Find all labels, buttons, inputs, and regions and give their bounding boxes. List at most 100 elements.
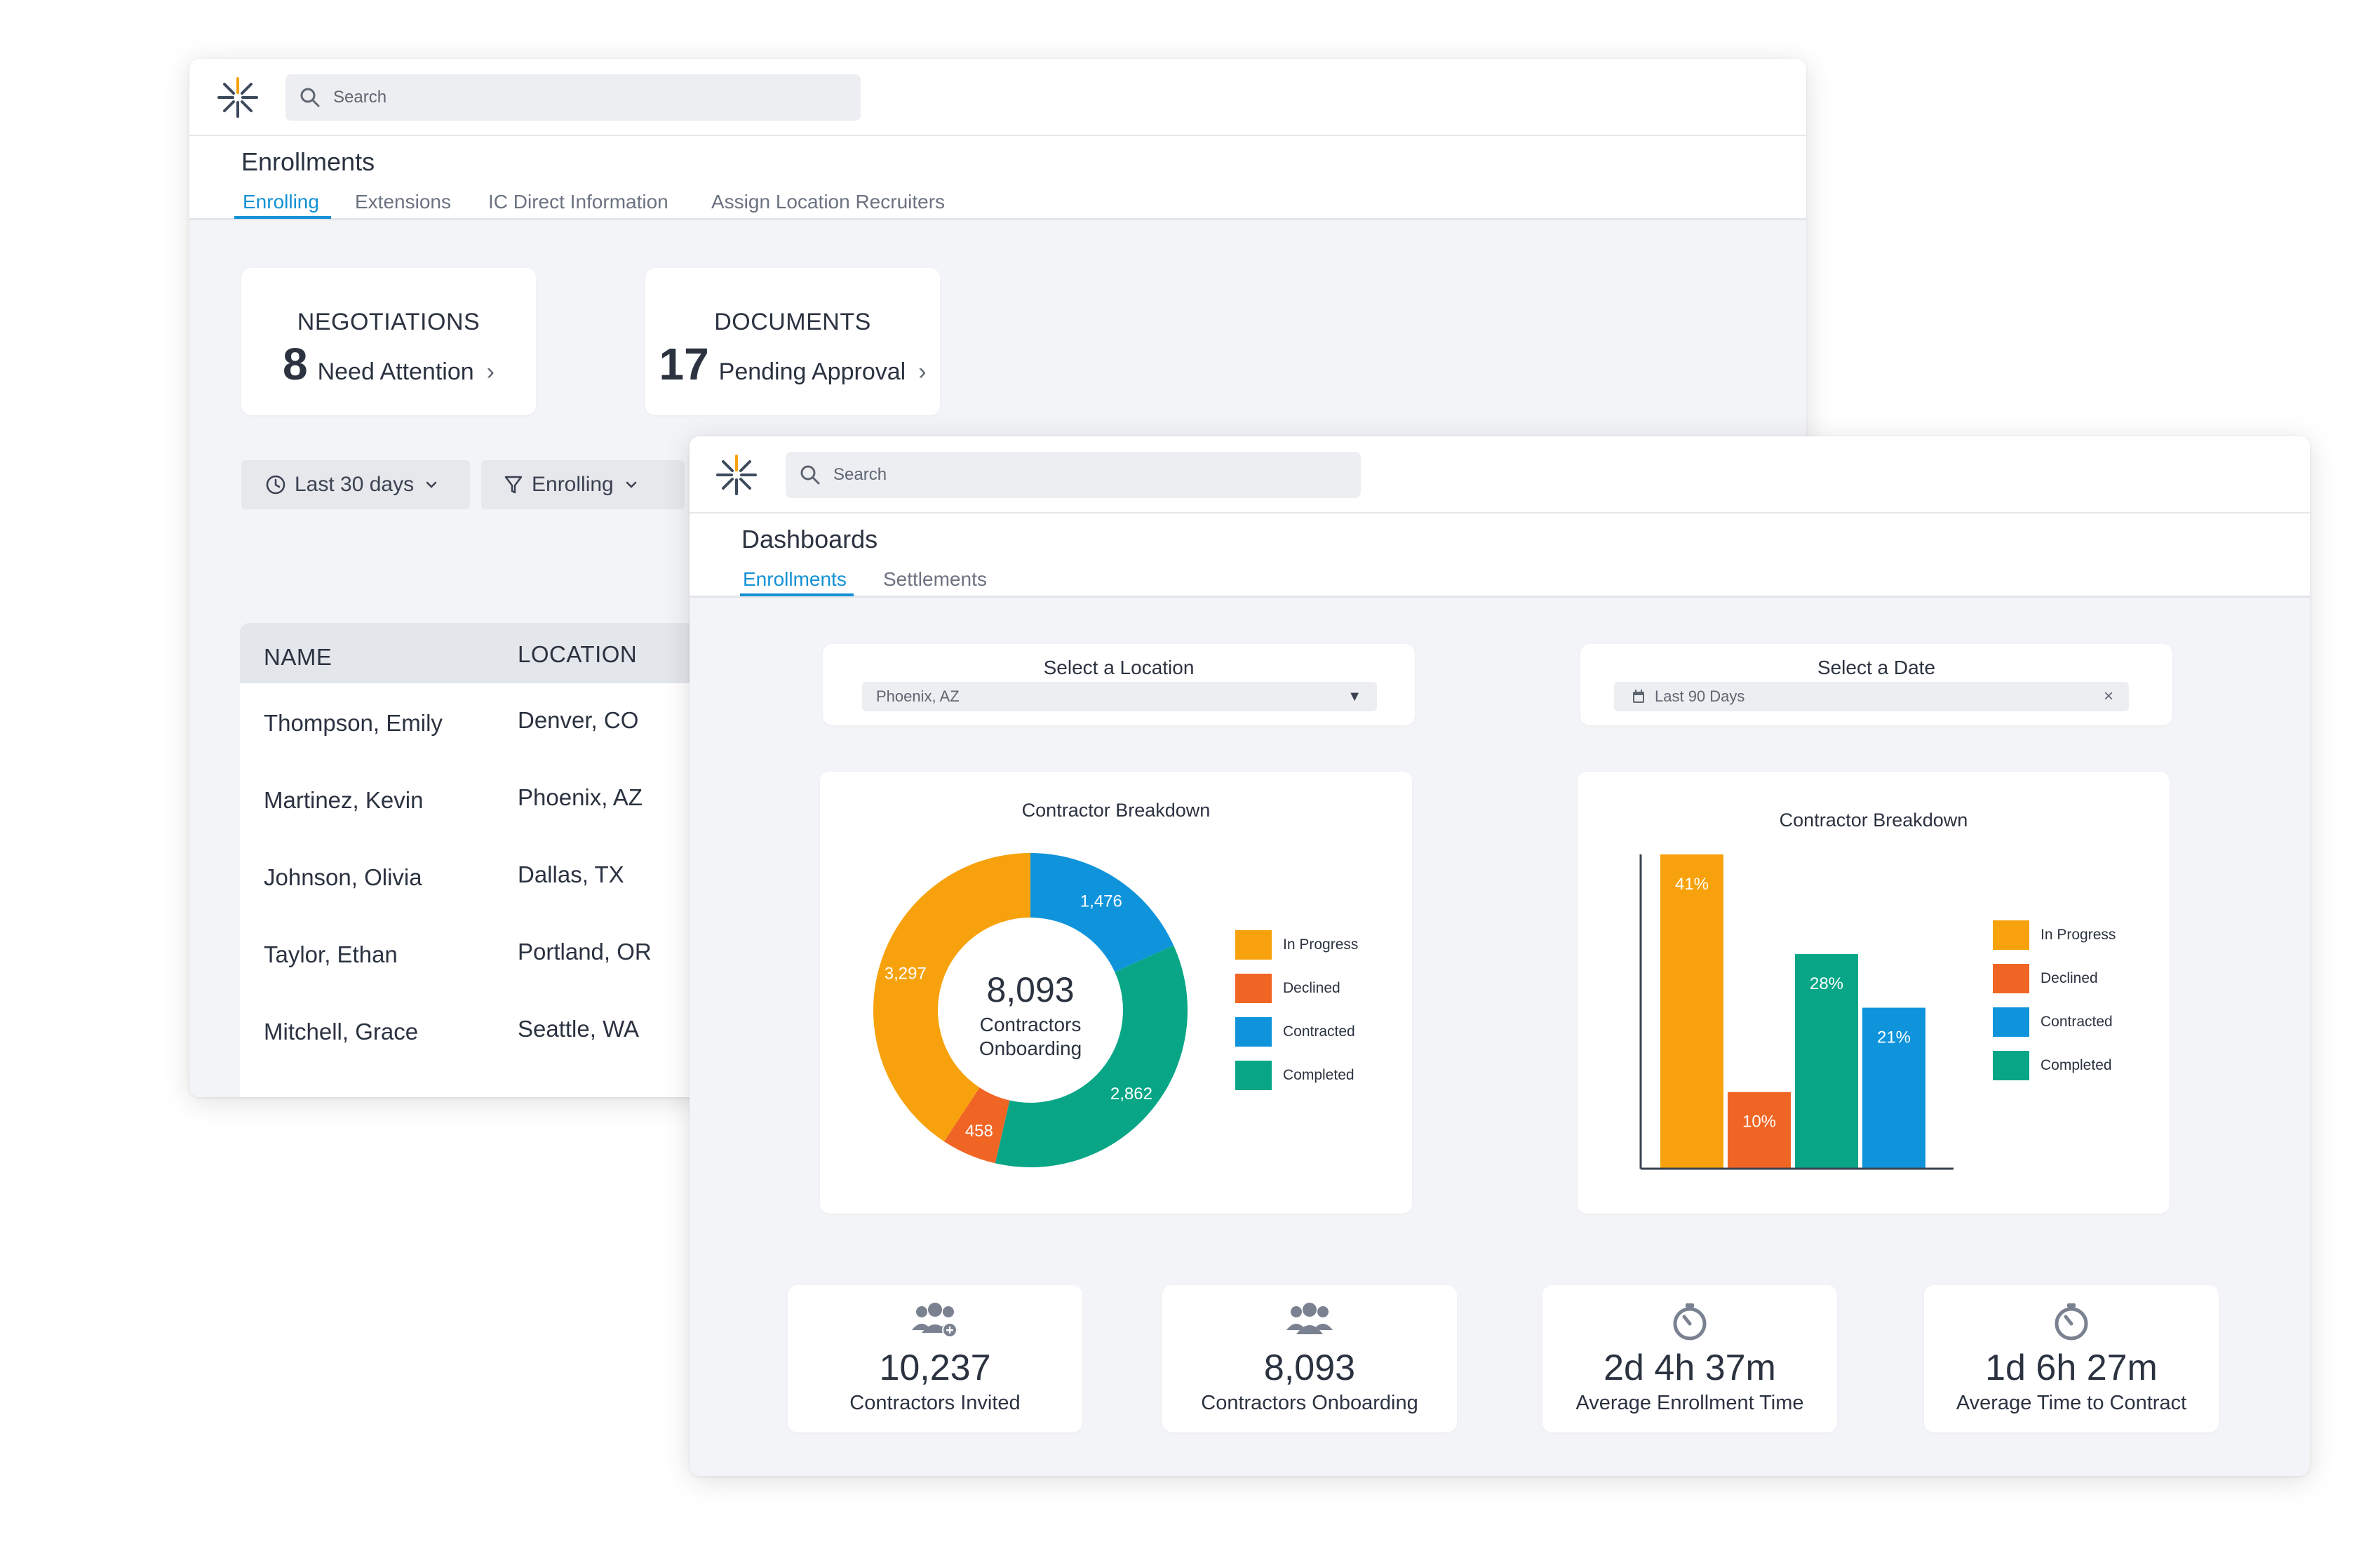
legend-swatch — [1235, 1017, 1272, 1047]
donut-slice-contracted[interactable] — [1030, 853, 1174, 972]
search-input[interactable]: Search — [786, 452, 1361, 498]
bar-contracted[interactable] — [1862, 1007, 1925, 1169]
clear-icon[interactable]: × — [2103, 687, 2113, 706]
negotiations-card[interactable]: NEGOTIATIONS 8 Need Attention › — [241, 268, 536, 415]
tab-ic-direct-information[interactable]: IC Direct Information — [488, 191, 668, 213]
legend-swatch — [1993, 1007, 2029, 1037]
legend-label: Contracted — [2041, 1014, 2113, 1030]
legend-item-contracted[interactable]: Contracted — [1993, 1007, 2113, 1037]
card-count: 8 — [283, 339, 308, 389]
legend-label: In Progress — [2041, 927, 2116, 943]
table-row-name[interactable]: Thompson, Emily — [264, 710, 443, 736]
legend-label: Declined — [2041, 970, 2098, 986]
date-select[interactable]: Last 90 Days × — [1614, 682, 2129, 711]
donut-slice-declined[interactable] — [943, 1087, 1010, 1164]
bar-in-progress[interactable] — [1660, 854, 1723, 1169]
legend-item-contracted[interactable]: Contracted — [1235, 1017, 1355, 1047]
enrollments-header: Search Enrollments Enrolling Extensions … — [189, 59, 1806, 220]
donut-data-label: 1,476 — [1080, 892, 1122, 911]
user-group-icon — [1286, 1303, 1333, 1334]
location-select-value: Phoenix, AZ — [876, 687, 960, 705]
column-header-location[interactable]: LOCATION — [518, 641, 638, 667]
tab-enrollments[interactable]: Enrollments — [743, 568, 847, 590]
bar-chart: 41% 10% 28% 21% — [1639, 854, 1954, 1170]
legend-swatch — [1993, 964, 2029, 993]
legend-item-in-progress[interactable]: In Progress — [1235, 930, 1358, 960]
donut-slice-completed[interactable] — [995, 945, 1188, 1167]
date-filter-panel: Select a Date Last 90 Days × — [1580, 644, 2172, 725]
legend-item-completed[interactable]: Completed — [1993, 1051, 2112, 1080]
table-row-location: Seattle, WA — [518, 1016, 640, 1042]
donut-center-caption: Onboarding — [979, 1038, 1082, 1059]
kpi-caption: Average Time to Contract — [1956, 1392, 2187, 1414]
dashboards-header: Search Dashboards Enrollments Settlement… — [690, 436, 2310, 598]
page-title: Dashboards — [741, 525, 878, 553]
card-label: NEGOTIATIONS — [297, 309, 480, 335]
tab-enrolling[interactable]: Enrolling — [243, 191, 319, 213]
legend-label: Completed — [2041, 1057, 2112, 1073]
kpi-value: 8,093 — [1263, 1348, 1356, 1388]
top-bar: Search — [189, 59, 1806, 136]
tab-extensions[interactable]: Extensions — [355, 191, 451, 213]
legend-item-in-progress[interactable]: In Progress — [1993, 920, 2116, 950]
table-row-location: Phoenix, AZ — [518, 784, 643, 810]
column-header-name[interactable]: NAME — [264, 644, 332, 670]
dashboards-window: Search Dashboards Enrollments Settlement… — [690, 436, 2310, 1476]
card-count: 17 — [659, 339, 709, 389]
status-filter-value: Enrolling — [532, 473, 614, 496]
status-filter[interactable]: Enrolling — [481, 460, 685, 509]
search-icon — [800, 465, 820, 485]
app-logo-icon[interactable] — [713, 452, 760, 498]
legend-item-declined[interactable]: Declined — [1235, 974, 1340, 1003]
chevron-right-icon: › — [918, 358, 927, 385]
table-row-name[interactable]: Mitchell, Grace — [264, 1019, 419, 1045]
bar-completed[interactable] — [1795, 954, 1858, 1169]
tab-settlements[interactable]: Settlements — [883, 568, 987, 590]
timer-icon — [1673, 1303, 1707, 1341]
documents-card[interactable]: DOCUMENTS 17 Pending Approval › — [645, 268, 940, 415]
bar-data-label: 41% — [1675, 875, 1709, 894]
timer-icon — [2055, 1303, 2088, 1341]
donut-center-caption: Contractors — [980, 1014, 1082, 1035]
bar-declined[interactable] — [1728, 1092, 1791, 1169]
donut-chart-panel: Contractor Breakdown 1,476 2,862 458 3,297 … — [820, 772, 1412, 1214]
chevron-down-icon — [426, 481, 437, 488]
donut-chart-title: Contractor Breakdown — [1021, 800, 1211, 821]
location-filter-panel: Select a Location Phoenix, AZ ▼ — [823, 644, 1415, 725]
legend-label: Declined — [1283, 980, 1340, 996]
tab-assign-location-recruiters[interactable]: Assign Location Recruiters — [711, 191, 946, 213]
table-row-location: Portland, OR — [518, 939, 652, 965]
donut-slice-in-progress[interactable] — [873, 853, 1030, 1142]
search-placeholder: Search — [333, 88, 387, 107]
chevron-right-icon: › — [486, 358, 495, 385]
bar-data-label: 21% — [1877, 1028, 1911, 1047]
table-row-name[interactable]: Martinez, Kevin — [264, 787, 424, 813]
legend-label: Completed — [1283, 1067, 1354, 1083]
dropdown-arrow-icon: ▼ — [1347, 688, 1362, 704]
top-bar: Search — [690, 436, 2310, 513]
kpi-contractors-invited: 10,237 Contractors Invited — [788, 1285, 1082, 1432]
location-select[interactable]: Phoenix, AZ ▼ — [862, 682, 1377, 711]
kpi-value: 2d 4h 37m — [1604, 1348, 1776, 1388]
legend-item-declined[interactable]: Declined — [1993, 964, 2098, 993]
search-placeholder: Search — [833, 465, 887, 484]
page-title: Enrollments — [241, 147, 375, 176]
legend-swatch — [1235, 930, 1272, 960]
donut-data-label: 2,862 — [1110, 1085, 1152, 1103]
app-logo-icon[interactable] — [215, 74, 261, 121]
date-range-filter[interactable]: Last 30 days — [241, 460, 470, 509]
legend-item-completed[interactable]: Completed — [1235, 1061, 1354, 1090]
bar-chart-panel: Contractor Breakdown 41% 10% 28% 21% In Pro… — [1578, 772, 2170, 1214]
chevron-down-icon — [626, 481, 636, 488]
kpi-contractors-onboarding: 8,093 Contractors Onboarding — [1162, 1285, 1457, 1432]
kpi-value: 1d 6h 27m — [1985, 1348, 2158, 1388]
donut-data-label: 3,297 — [885, 965, 927, 983]
legend-swatch — [1993, 920, 2029, 950]
active-tab-indicator — [740, 593, 854, 596]
table-row-location: Denver, CO — [518, 707, 639, 733]
kpi-average-time-to-contract: 1d 6h 27m Average Time to Contract — [1924, 1285, 2219, 1432]
table-row-name[interactable]: Taylor, Ethan — [264, 941, 398, 967]
search-input[interactable]: Search — [285, 74, 861, 121]
table-row-name[interactable]: Johnson, Olivia — [264, 864, 422, 890]
table-row-location: Dallas, TX — [518, 861, 624, 887]
